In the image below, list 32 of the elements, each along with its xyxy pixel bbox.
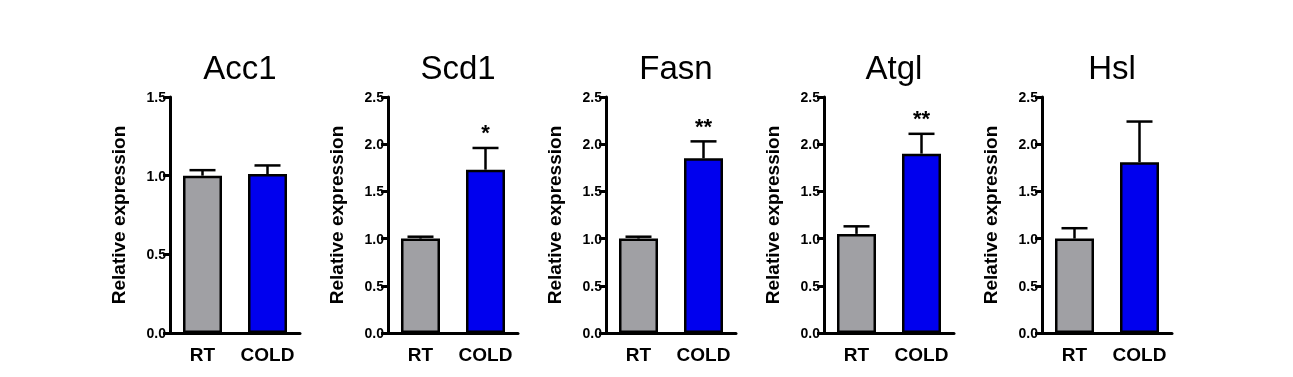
y-tick-label: 0.0 (800, 325, 821, 341)
y-tick-label: 0.0 (1018, 325, 1039, 341)
x-tick-label: RT (189, 344, 216, 365)
y-axis-title: Relative expression (544, 125, 565, 305)
y-axis-title: Relative expression (326, 125, 347, 305)
y-tick-label: 0.0 (582, 325, 603, 341)
y-tick-label: 2.0 (582, 136, 603, 153)
y-tick-label: 2.0 (1018, 136, 1039, 153)
chart-title: Scd1 (420, 49, 496, 86)
y-axis-title: Relative expression (762, 125, 783, 305)
chart-title: Atgl (865, 49, 923, 86)
y-axis-title: Relative expression (980, 125, 1001, 305)
annotation: ** (912, 106, 931, 132)
chart-title: Fasn (639, 49, 713, 86)
y-tick-label: 2.0 (800, 136, 821, 153)
x-tick-label: COLD (1112, 344, 1167, 365)
x-tick-label: COLD (458, 344, 513, 365)
x-tick-label: RT (407, 344, 434, 365)
x-tick-label: RT (1061, 344, 1088, 365)
annotation: * (481, 120, 491, 146)
chart-title: Hsl (1088, 49, 1136, 86)
x-tick-label: COLD (894, 344, 949, 365)
y-tick-label: 0.0 (146, 325, 167, 341)
x-tick-label: RT (625, 344, 652, 365)
y-tick-label: 0.0 (364, 325, 385, 341)
y-axis-title: Relative expression (108, 125, 129, 305)
x-tick-label: RT (843, 344, 870, 365)
annotation: ** (694, 113, 713, 139)
chart-title: Acc1 (203, 49, 277, 86)
x-tick-label: COLD (676, 344, 731, 365)
y-tick-label: 2.0 (364, 136, 385, 153)
x-tick-label: COLD (240, 344, 295, 365)
